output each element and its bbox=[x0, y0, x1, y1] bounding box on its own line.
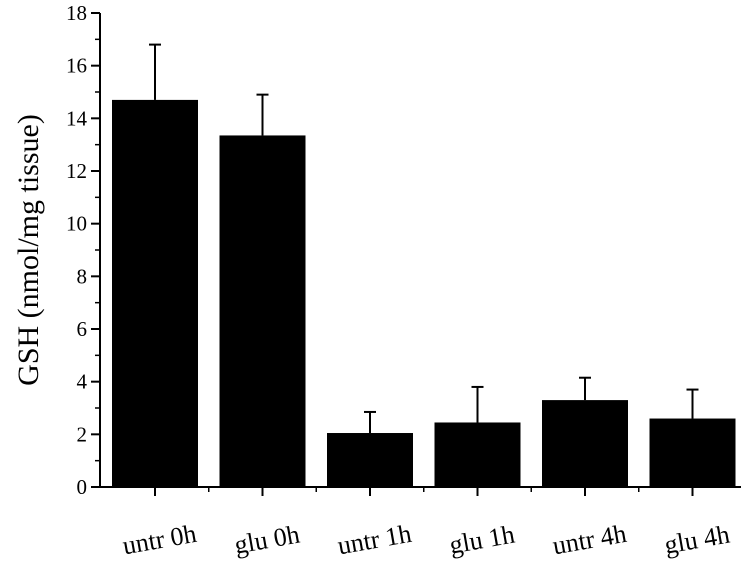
y-tick-label: 18 bbox=[66, 1, 87, 25]
x-category-label: untr 4h bbox=[550, 519, 628, 560]
x-category-label: untr 1h bbox=[335, 519, 413, 560]
y-tick-label: 10 bbox=[66, 212, 87, 236]
y-tick-label: 14 bbox=[66, 106, 88, 130]
y-tick-label: 2 bbox=[77, 422, 88, 446]
x-category-label: untr 0h bbox=[120, 519, 198, 560]
bar bbox=[327, 433, 413, 487]
y-ticks-group: 0 2 4 6 8 10 12 14 16 18 bbox=[66, 1, 100, 499]
x-category-label: glu 4h bbox=[662, 520, 732, 560]
y-axis-title: GSH (nmol/mg tissue) bbox=[12, 114, 45, 386]
y-tick-label: 6 bbox=[77, 317, 88, 341]
y-tick-label: 16 bbox=[66, 54, 87, 78]
bar bbox=[219, 135, 306, 487]
x-category-label: glu 0h bbox=[232, 520, 302, 560]
x-category-label: glu 1h bbox=[447, 520, 517, 560]
y-tick-label: 4 bbox=[77, 370, 88, 394]
bar bbox=[434, 422, 521, 487]
bar bbox=[649, 418, 736, 487]
y-tick-label: 8 bbox=[77, 264, 88, 288]
bar bbox=[542, 400, 628, 487]
x-ticks-group: untr 0h glu 0h untr 1h glu 1h untr 4h glu 4h bbox=[120, 487, 732, 560]
bars-group bbox=[112, 99, 736, 488]
y-tick-label: 0 bbox=[77, 475, 88, 499]
error-bars-group bbox=[149, 43, 699, 434]
y-tick-label: 12 bbox=[66, 159, 87, 183]
bar bbox=[112, 99, 198, 488]
